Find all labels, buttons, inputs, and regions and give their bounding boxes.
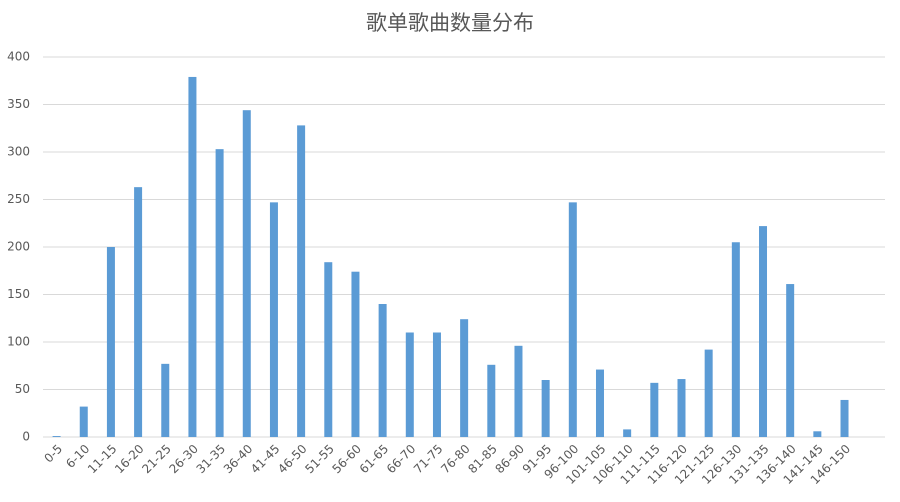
- y-tick-label: 400: [7, 50, 30, 64]
- x-tick-label: 36-40: [221, 442, 256, 477]
- bar: [677, 379, 686, 437]
- y-tick-label: 0: [22, 430, 30, 444]
- bar: [541, 380, 550, 437]
- y-tick-label: 150: [7, 287, 30, 301]
- bar: [623, 429, 632, 437]
- y-tick-label: 350: [7, 97, 30, 111]
- x-tick-label: 26-30: [166, 442, 201, 477]
- bar: [432, 332, 441, 437]
- bar: [786, 284, 795, 437]
- y-tick-label: 200: [7, 240, 30, 254]
- bar: [351, 271, 360, 437]
- bar: [460, 319, 469, 437]
- bar: [269, 202, 278, 437]
- bar: [759, 226, 768, 437]
- bar: [487, 364, 496, 437]
- x-tick-label: 41-45: [248, 442, 283, 477]
- bar: [405, 332, 414, 437]
- x-tick-label: 86-90: [493, 442, 528, 477]
- bar: [52, 436, 61, 437]
- bar: [106, 247, 115, 437]
- bar: [595, 369, 604, 437]
- x-tick-label: 81-85: [465, 442, 500, 477]
- bar: [568, 202, 577, 437]
- x-tick-label: 0-5: [41, 442, 65, 466]
- x-tick-label: 21-25: [139, 442, 174, 477]
- bar: [704, 349, 713, 437]
- bar: [514, 345, 523, 437]
- x-tick-label: 51-55: [302, 442, 337, 477]
- bar: [242, 110, 251, 437]
- bar: [650, 382, 659, 437]
- bar: [813, 431, 822, 437]
- y-tick-label: 250: [7, 192, 30, 206]
- y-tick-label: 100: [7, 335, 30, 349]
- bar: [215, 149, 224, 437]
- bar: [79, 406, 88, 437]
- x-tick-label: 61-65: [357, 442, 392, 477]
- x-tick-label: 71-75: [411, 442, 446, 477]
- bar: [134, 187, 143, 437]
- bar: [324, 262, 333, 437]
- x-tick-label: 31-35: [194, 442, 229, 477]
- y-tick-label: 50: [15, 382, 30, 396]
- x-tick-label: 66-70: [384, 442, 419, 477]
- chart-title: 歌单歌曲数量分布: [366, 11, 534, 35]
- x-tick-label: 56-60: [329, 442, 364, 477]
- y-tick-label: 300: [7, 145, 30, 159]
- x-tick-label: 16-20: [112, 442, 147, 477]
- bar: [378, 304, 387, 437]
- x-tick-label: 46-50: [275, 442, 310, 477]
- x-tick-label: 76-80: [438, 442, 473, 477]
- bar: [161, 363, 170, 437]
- x-tick-label: 11-15: [85, 442, 120, 477]
- bar: [188, 76, 197, 437]
- bar: [297, 125, 306, 438]
- bar: [731, 242, 740, 437]
- bar: [840, 399, 849, 437]
